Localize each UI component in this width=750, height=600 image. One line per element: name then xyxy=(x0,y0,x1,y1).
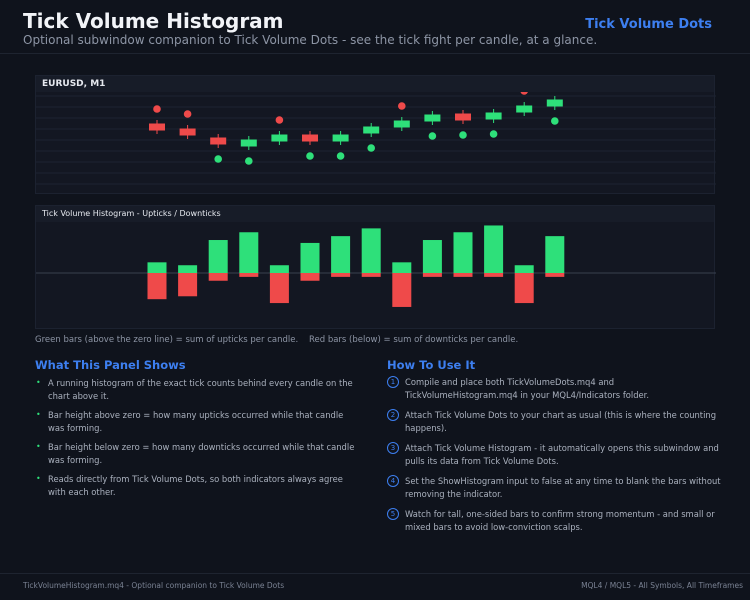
footer: TickVolumeHistogram.mq4 - Optional compa… xyxy=(0,573,750,600)
uptick-bar xyxy=(300,242,320,273)
price-panel-header xyxy=(36,76,714,92)
candle-body xyxy=(302,134,318,142)
candle-body xyxy=(516,105,533,113)
uptick-bar xyxy=(147,262,167,273)
step-number-icon: 3 xyxy=(387,442,399,454)
uptick-bar xyxy=(178,265,198,273)
downtick-bar xyxy=(453,273,473,277)
candle-body xyxy=(149,123,165,131)
tick-dot xyxy=(428,132,437,140)
symbol-label: EURUSD, M1 xyxy=(42,79,106,89)
candle-body xyxy=(393,120,410,128)
left-section-title: What This Panel Shows xyxy=(35,358,186,372)
histogram-label: Tick Volume Histogram - Upticks / Downti… xyxy=(42,209,221,218)
candle-body xyxy=(271,134,288,142)
list-item: 3 Attach Tick Volume Histogram - it autom… xyxy=(387,442,727,467)
price-chart-panel: EURUSD, M1 xyxy=(35,75,716,194)
candle-body xyxy=(332,134,349,142)
tick-dot xyxy=(489,130,498,138)
candle-body xyxy=(179,128,196,136)
steps-list: 1 Compile and place both TickVolumeDots.m… xyxy=(387,376,727,541)
uptick-bar xyxy=(392,262,412,273)
downtick-bar xyxy=(178,273,198,297)
footer-right-text: MQL4 / MQL5 - All Symbols, All Timeframe… xyxy=(581,581,743,590)
downtick-bar xyxy=(147,273,167,300)
candle-body xyxy=(424,114,441,122)
candle-body xyxy=(455,113,471,121)
list-item: 5 Watch for tall, one-sided bars to confi… xyxy=(387,508,727,533)
list-item: 4 Set the ShowHistogram input to false at… xyxy=(387,475,727,500)
price-chart xyxy=(36,87,716,185)
uptick-bar xyxy=(361,228,381,273)
tick-dot xyxy=(153,105,161,113)
right-section-title: How To Use It xyxy=(387,358,476,372)
tick-dot xyxy=(336,152,345,160)
downtick-bar xyxy=(545,273,565,277)
downtick-bar xyxy=(514,273,534,304)
downtick-bar xyxy=(300,273,320,281)
page-subtitle: Optional subwindow companion to Tick Vol… xyxy=(23,33,598,47)
candle-body xyxy=(363,126,380,134)
candle-body xyxy=(210,137,227,145)
uptick-bar xyxy=(269,265,289,273)
uptick-bar xyxy=(208,240,228,273)
step-number-icon: 2 xyxy=(387,409,399,421)
uptick-bar xyxy=(239,232,259,273)
list-item: • Reads directly from Tick Volume Dots, s… xyxy=(36,474,343,497)
feature-list: • A running histogram of the exact tick c… xyxy=(35,377,355,505)
tick-dot xyxy=(275,116,284,124)
tick-dot xyxy=(367,144,376,152)
histogram-panel: Tick Volume Histogram - Upticks / Downti… xyxy=(35,205,716,329)
list-item: • A running histogram of the exact tick c… xyxy=(36,378,353,401)
tick-dot xyxy=(245,157,253,165)
uptick-bar xyxy=(331,236,351,273)
histogram-panel-header xyxy=(36,206,714,222)
tick-dot xyxy=(398,102,406,110)
uptick-bar xyxy=(422,240,442,273)
header: Tick Volume Histogram Optional subwindow… xyxy=(0,0,750,54)
uptick-bar xyxy=(514,265,534,273)
step-number-icon: 1 xyxy=(387,376,399,388)
footer-left-text: TickVolumeHistogram.mq4 - Optional compa… xyxy=(23,581,285,590)
list-item: • Bar height above zero = how many uptick… xyxy=(36,410,344,433)
downtick-bar xyxy=(422,273,442,277)
downtick-bar xyxy=(392,273,412,307)
bullet-icon: • xyxy=(36,410,41,419)
tick-volume-dots-link[interactable]: Tick Volume Dots xyxy=(585,17,712,32)
step-number-icon: 4 xyxy=(387,475,399,487)
page-title: Tick Volume Histogram xyxy=(23,9,284,33)
downtick-bar xyxy=(331,273,351,277)
tick-dot xyxy=(214,155,222,163)
uptick-bar xyxy=(453,232,473,273)
histogram-chart xyxy=(36,225,716,307)
candle-body xyxy=(240,139,257,147)
downtick-bar xyxy=(361,273,381,277)
uptick-bar xyxy=(484,225,504,273)
tick-dot xyxy=(459,131,467,139)
tick-dot xyxy=(306,152,314,160)
tick-dot xyxy=(183,110,192,118)
chart-caption: Green bars (above the zero line) = sum o… xyxy=(35,335,519,345)
list-item: 2 Attach Tick Volume Dots to your chart a… xyxy=(387,409,727,434)
bullet-icon: • xyxy=(36,378,41,387)
downtick-bar xyxy=(239,273,259,277)
bullet-icon: • xyxy=(36,442,41,451)
tick-dot xyxy=(551,117,559,125)
candle-body xyxy=(485,112,502,120)
downtick-bar xyxy=(269,273,289,304)
candle-body xyxy=(546,99,563,107)
step-number-icon: 5 xyxy=(387,508,399,520)
bullet-icon: • xyxy=(36,474,41,483)
downtick-bar xyxy=(208,273,228,281)
list-item: • Bar height below zero = how many downti… xyxy=(36,442,355,465)
list-item: 1 Compile and place both TickVolumeDots.m… xyxy=(387,376,727,401)
downtick-bar xyxy=(484,273,504,277)
uptick-bar xyxy=(545,236,565,273)
